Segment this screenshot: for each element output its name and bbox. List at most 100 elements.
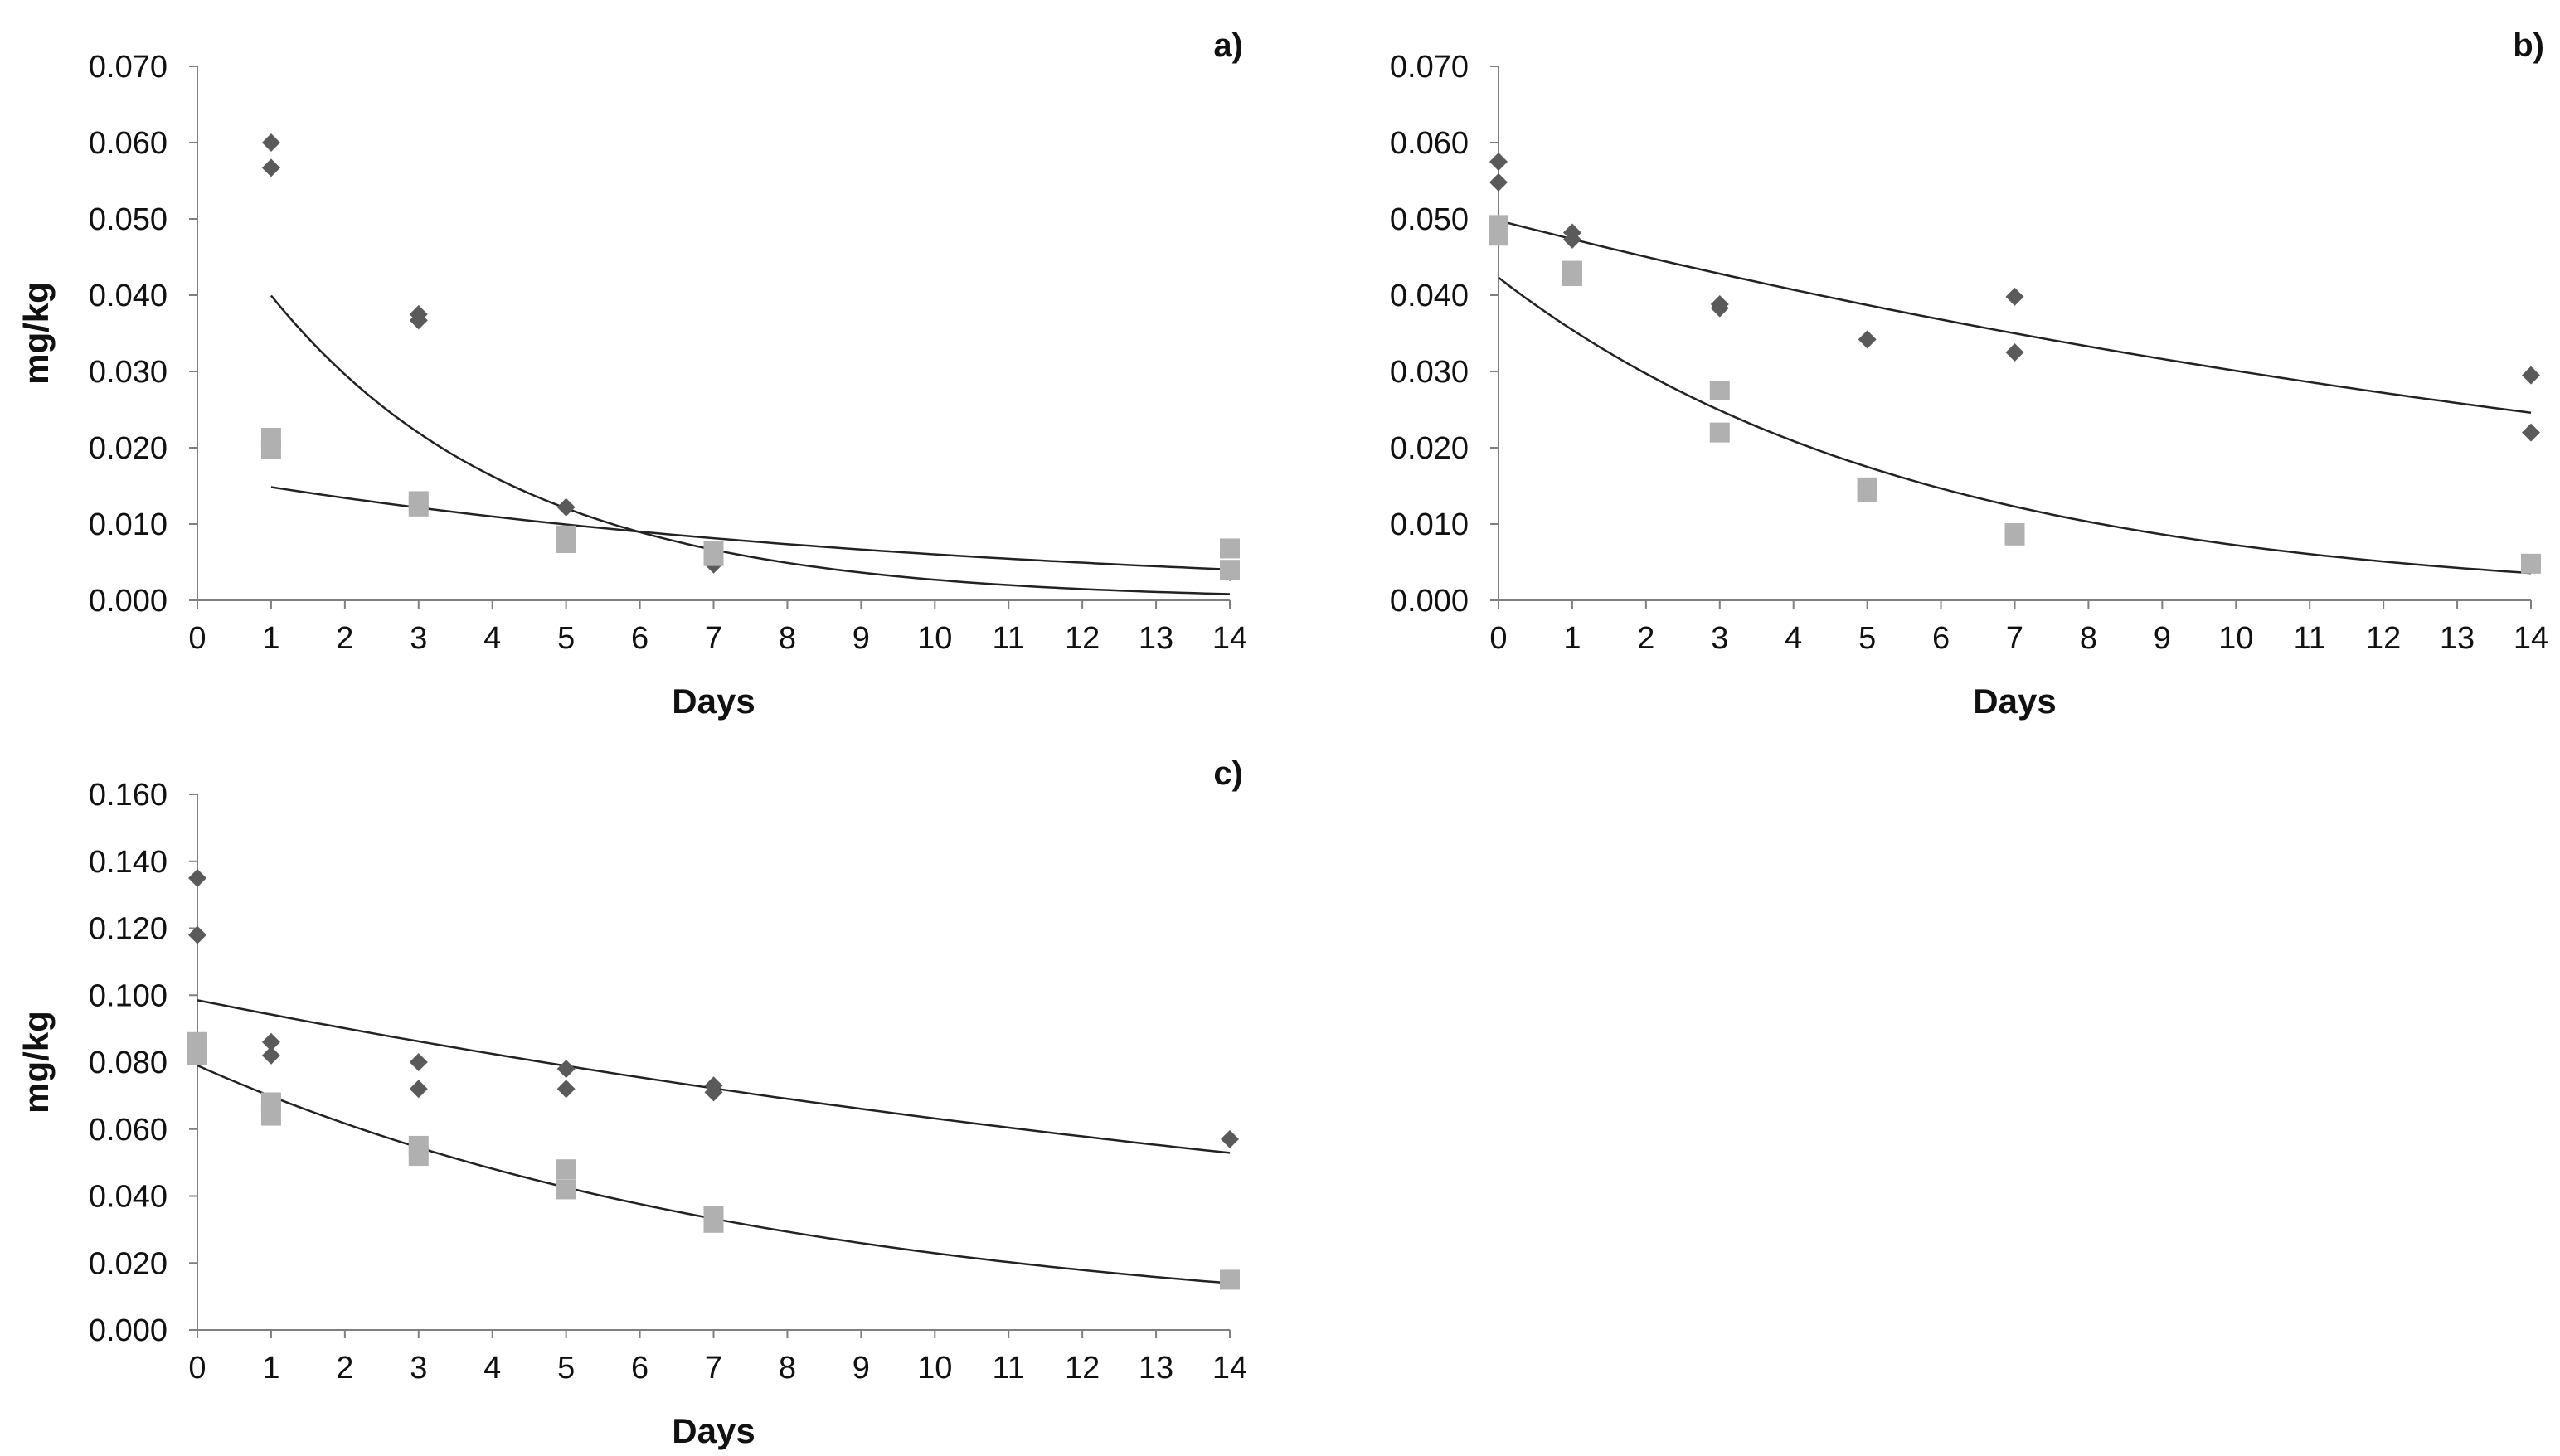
data-point-diamond <box>1489 172 1508 192</box>
x-tick-label: 10 <box>2218 621 2253 656</box>
data-point-square <box>2004 525 2025 546</box>
data-point-square <box>703 546 724 566</box>
x-tick-label: 12 <box>2366 621 2401 656</box>
x-tick-label: 3 <box>410 621 427 656</box>
x-tick-label: 2 <box>1637 621 1654 656</box>
x-tick-label: 13 <box>1139 1351 1173 1386</box>
x-tick-label: 6 <box>631 621 649 656</box>
x-tick-label: 4 <box>483 1351 501 1386</box>
data-point-diamond <box>261 158 280 177</box>
x-tick-label: 4 <box>483 621 501 656</box>
x-tick-label: 12 <box>1065 621 1100 656</box>
x-tick-label: 14 <box>1212 621 1247 656</box>
data-point-diamond <box>2005 287 2024 306</box>
y-tick-label: 0.070 <box>89 50 168 85</box>
x-axis-title: Days <box>672 1411 755 1450</box>
data-point-square <box>1220 1269 1240 1290</box>
data-point-diamond <box>2005 343 2024 362</box>
data-point-square <box>556 1159 576 1180</box>
y-axis-title: mg/kg <box>17 1011 56 1114</box>
x-tick-label: 3 <box>410 1351 427 1386</box>
y-tick-label: 0.070 <box>1390 50 1469 85</box>
y-tick-label: 0.030 <box>1390 355 1469 390</box>
y-tick-label: 0.010 <box>1390 507 1469 542</box>
data-point-square <box>1489 226 1508 246</box>
y-tick-label: 0.010 <box>89 507 168 542</box>
x-tick-label: 12 <box>1065 1351 1100 1386</box>
x-tick-label: 1 <box>1563 621 1581 656</box>
x-tick-label: 10 <box>917 621 952 656</box>
data-point-diamond <box>261 1032 280 1051</box>
data-point-square <box>1220 560 1240 580</box>
data-point-diamond <box>261 133 280 152</box>
data-point-diamond <box>556 497 576 517</box>
data-point-diamond <box>556 1080 576 1099</box>
data-point-diamond <box>1710 298 1729 318</box>
y-tick-label: 0.020 <box>89 1246 168 1281</box>
data-point-diamond <box>2522 423 2540 442</box>
x-tick-label: 1 <box>262 1351 279 1386</box>
data-point-square <box>1709 381 1730 400</box>
y-tick-label: 0.020 <box>1390 431 1469 466</box>
x-tick-label: 5 <box>557 1351 575 1386</box>
x-tick-label: 13 <box>2440 621 2475 656</box>
data-point-square <box>260 439 281 459</box>
x-tick-label: 11 <box>2293 621 2325 656</box>
x-tick-label: 9 <box>853 621 870 656</box>
data-point-square <box>408 496 429 517</box>
x-axis-title: Days <box>672 682 755 721</box>
y-tick-label: 0.060 <box>89 126 168 161</box>
data-point-square <box>260 1105 281 1126</box>
x-tick-label: 7 <box>705 1351 722 1386</box>
x-tick-label: 8 <box>779 1351 796 1386</box>
chart-panel-b: 0.000 0.010 0.020 0.030 0.040 0.050 0.060 0.070… <box>17 27 2548 721</box>
x-tick-label: 8 <box>779 621 796 656</box>
data-point-square <box>1857 482 1877 502</box>
data-point-diamond <box>409 1053 428 1071</box>
y-tick-label: 0.000 <box>89 1313 168 1348</box>
data-point-diamond <box>409 1080 428 1099</box>
data-point-diamond <box>1221 1129 1239 1148</box>
data-point-diamond <box>188 868 206 887</box>
x-tick-label: 0 <box>188 621 206 656</box>
y-axis-title: mg/kg <box>17 282 56 385</box>
y-tick-label: 0.000 <box>1390 584 1469 619</box>
panel-label: a) <box>1213 27 1243 64</box>
y-tick-label: 0.120 <box>89 912 168 947</box>
x-tick-label: 2 <box>336 1351 353 1386</box>
y-tick-label: 0.040 <box>1390 279 1469 313</box>
y-tick-label: 0.050 <box>89 202 168 237</box>
x-axis-title: Days <box>1973 682 2056 721</box>
x-tick-label: 6 <box>1932 621 1950 656</box>
data-point-square <box>556 1179 576 1200</box>
data-point-diamond <box>409 311 428 330</box>
data-point-square <box>1562 266 1582 286</box>
x-tick-label: 11 <box>992 621 1024 656</box>
y-tick-label: 0.030 <box>89 355 168 390</box>
y-tick-label: 0.160 <box>89 778 168 813</box>
y-tick-label: 0.040 <box>89 279 168 313</box>
x-tick-label: 9 <box>853 1351 870 1386</box>
data-point-diamond <box>261 1046 280 1065</box>
x-tick-label: 5 <box>1858 621 1876 656</box>
fit-curve-diamond <box>1498 219 2532 415</box>
x-tick-label: 9 <box>2154 621 2171 656</box>
data-point-diamond <box>704 1083 723 1102</box>
x-tick-label: 8 <box>2080 621 2097 656</box>
x-tick-label: 0 <box>188 1351 206 1386</box>
data-point-square <box>1220 538 1240 559</box>
chart-panel-a: 0.000 0.010 0.020 0.030 0.040 0.050 0.060 0.070… <box>17 27 1247 721</box>
x-tick-label: 4 <box>1785 621 1802 656</box>
y-tick-label: 0.020 <box>89 431 168 466</box>
y-axis-title: mg/kg <box>17 282 56 385</box>
panel-label: b) <box>2513 27 2544 64</box>
x-tick-label: 5 <box>557 621 575 656</box>
data-point-square <box>408 1146 429 1167</box>
x-tick-label: 14 <box>2514 621 2548 656</box>
y-tick-label: 0.060 <box>1390 126 1469 161</box>
y-tick-label: 0.000 <box>89 584 168 619</box>
y-tick-label: 0.060 <box>89 1113 168 1148</box>
data-point-square <box>1709 422 1730 443</box>
y-tick-label: 0.040 <box>89 1180 168 1215</box>
